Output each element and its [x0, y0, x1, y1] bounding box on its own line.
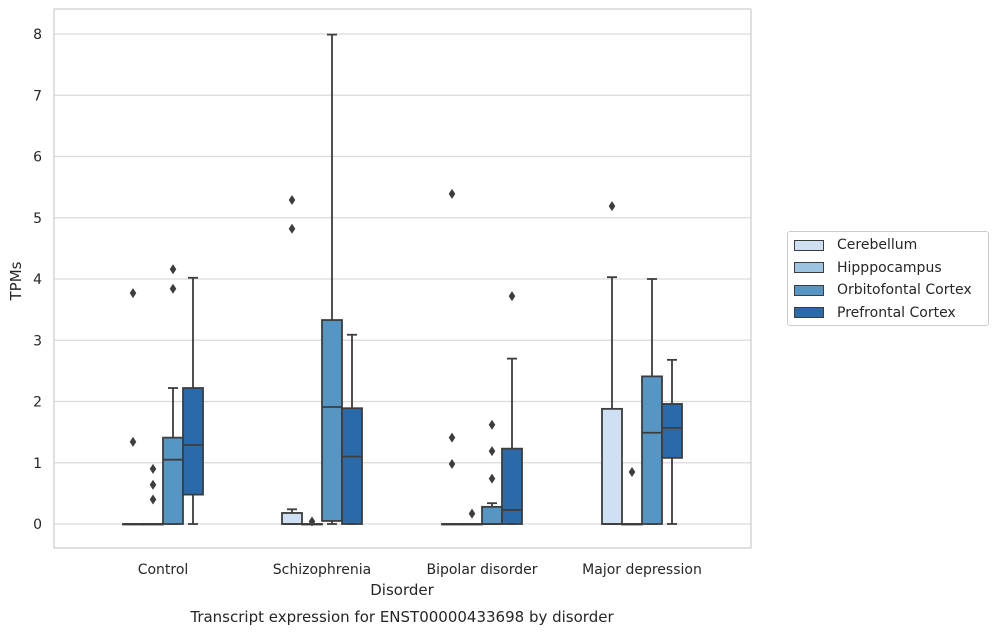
box-body: [182, 387, 204, 496]
box-hipppocampus: [621, 466, 643, 526]
box-orbitofontal-cortex: [162, 264, 184, 525]
legend-label: Cerebellum: [837, 237, 918, 253]
x-tick-labels: Control Schizophrenia Bipolar disorder Majo…: [138, 562, 702, 578]
box-cerebellum: [281, 194, 303, 525]
y-tick-label: 6: [33, 150, 42, 166]
y-tick-labels: 0 1 2 3 4 5 6 7 8: [33, 27, 42, 533]
box-prefrontal-cortex: [661, 358, 683, 525]
y-tick-label: 5: [33, 211, 42, 227]
x-tick-label: Schizophrenia: [273, 562, 371, 578]
y-tick-label: 3: [33, 333, 42, 349]
box-body: [162, 436, 184, 525]
outlier-point: [448, 432, 456, 443]
legend-swatch: [794, 239, 824, 251]
outlier-point: [468, 508, 476, 519]
legend-swatch: [794, 307, 824, 318]
box-hipppocampus: [461, 508, 483, 526]
y-axis-title: TPMs: [7, 261, 25, 301]
plot-frame: [53, 8, 752, 549]
legend-item: Orbitofontal Cortex: [794, 280, 972, 300]
x-tick-label: Control: [138, 562, 189, 578]
box-cerebellum: [122, 288, 144, 526]
outlier-point: [288, 223, 296, 234]
box-hipppocampus: [301, 516, 323, 527]
outlier-point: [149, 479, 157, 490]
outlier-point: [169, 283, 177, 294]
legend-item: Hipppocampus: [794, 258, 942, 278]
outlier-point: [608, 201, 616, 212]
x-tick-label: Major depression: [582, 562, 702, 578]
y-tick-label: 0: [33, 517, 42, 533]
box-prefrontal-cortex: [501, 291, 523, 525]
box-body: [341, 407, 363, 525]
box-body: [641, 375, 663, 525]
outlier-point: [288, 194, 296, 205]
y-tick-label: 8: [33, 27, 42, 43]
outlier-point: [508, 291, 516, 302]
box-orbitofontal-cortex: [321, 33, 343, 525]
x-axis-title: Disorder: [370, 581, 434, 599]
box-orbitofontal-cortex: [641, 278, 663, 525]
box-body: [281, 512, 303, 525]
box-hipppocampus: [142, 463, 164, 526]
outlier-point: [448, 458, 456, 469]
outlier-point: [488, 473, 496, 484]
box-prefrontal-cortex: [341, 333, 363, 525]
chart-caption: Transcript expression for ENST0000043369…: [189, 608, 614, 626]
box-cerebellum: [441, 188, 463, 526]
legend-item: Cerebellum: [794, 235, 917, 255]
box-prefrontal-cortex: [182, 276, 204, 525]
outlier-point: [488, 419, 496, 430]
legend-item: Prefrontal Cortex: [794, 303, 956, 323]
outlier-point: [169, 264, 177, 275]
outlier-point: [129, 288, 137, 299]
box-body: [321, 319, 343, 522]
legend-swatch: [794, 262, 824, 273]
outlier-point: [308, 516, 316, 527]
box-orbitofontal-cortex: [481, 419, 503, 525]
outlier-point: [149, 494, 157, 505]
box-body: [481, 505, 503, 525]
legend-label: Orbitofontal Cortex: [837, 282, 972, 298]
y-tick-label: 2: [33, 395, 42, 411]
legend-label: Prefrontal Cortex: [837, 304, 956, 321]
box-body: [661, 403, 683, 459]
y-tick-label: 7: [33, 88, 42, 104]
y-tick-label: 4: [33, 272, 42, 288]
box-layer: [122, 33, 683, 527]
outlier-point: [628, 466, 636, 477]
outlier-point: [448, 188, 456, 199]
y-tick-label: 1: [33, 456, 42, 472]
legend-label: Hipppocampus: [837, 259, 942, 276]
legend-swatch: [794, 284, 824, 296]
outlier-point: [129, 436, 137, 447]
box-body: [601, 407, 623, 525]
outlier-point: [149, 463, 157, 474]
legend: Cerebellum Hipppocampus Orbitofontal Corte…: [787, 231, 989, 326]
box-cerebellum: [601, 201, 623, 525]
outlier-point: [488, 446, 496, 457]
box-body: [501, 447, 523, 525]
x-tick-label: Bipolar disorder: [426, 562, 537, 578]
